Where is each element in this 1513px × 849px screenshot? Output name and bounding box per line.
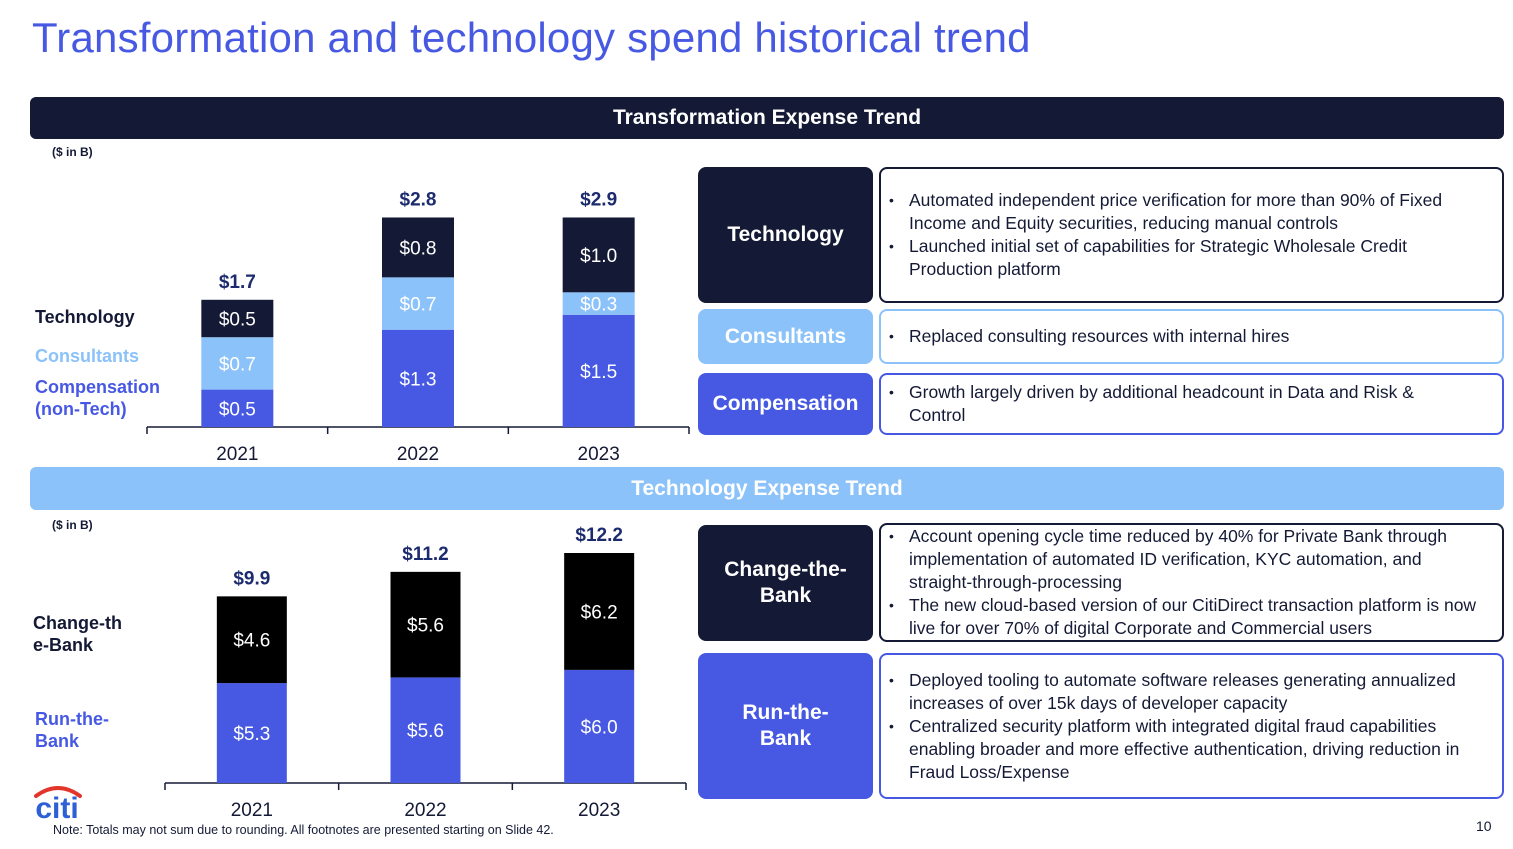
bar-segment-technology-2023: [562, 217, 635, 293]
total-label: $1.7: [219, 272, 256, 293]
segment-label: $4.6: [233, 631, 270, 652]
x-tick-label: 2022: [404, 800, 446, 821]
total-label: $2.9: [580, 189, 617, 210]
bar-segment-consultants-2021: [201, 337, 274, 390]
category-compensation: Compensation: [698, 373, 873, 435]
run-the-bank-description: Deployed tooling to automate software re…: [879, 653, 1504, 799]
segment-label: $5.6: [407, 721, 444, 742]
segment-label: $5.6: [407, 616, 444, 637]
segment-label: $1.0: [580, 246, 617, 267]
x-tick-label: 2021: [216, 444, 258, 465]
x-tick-label: 2023: [578, 800, 620, 821]
legend-change-the-bank: Change-the-Bank: [33, 612, 143, 656]
bullet-item: Growth largely driven by additional head…: [885, 381, 1475, 427]
change-the-bank-description: Account opening cycle time reduced by 40…: [879, 523, 1504, 642]
segment-label: $0.8: [400, 238, 437, 259]
segment-label: $0.3: [580, 295, 617, 316]
total-label: $11.2: [402, 544, 449, 565]
bar-segment-compensation-non-tech--2022: [382, 329, 454, 427]
footnote: Note: Totals may not sum due to rounding…: [53, 823, 554, 837]
bar-segment-change-the-bank-2022: [390, 571, 461, 678]
segment-label: $6.0: [581, 717, 618, 738]
category-run-the-bank: Run-the-Bank: [698, 653, 873, 799]
segment-label: $0.7: [219, 354, 256, 375]
segment-label: $0.5: [219, 399, 256, 420]
x-tick-label: 2023: [578, 444, 620, 465]
bar-segment-run-the-bank-2023: [564, 669, 635, 783]
bar-segment-consultants-2022: [382, 277, 454, 330]
bar-segment-change-the-bank-2021: [216, 596, 287, 684]
transformation-expense-chart: $0.5 $0.7 $0.5 $1.7 2021 $1.3 $0.7 $0.8 $2.8 2022…: [146, 189, 690, 465]
transformation-units-label: ($ in B): [52, 145, 93, 159]
category-change-the-bank: Change-the-Bank: [698, 525, 873, 641]
segment-label: $1.5: [580, 362, 617, 383]
bullet-item: Automated independent price verification…: [885, 189, 1488, 235]
legend-run-the-bank: Run-the-Bank: [35, 708, 145, 752]
x-tick-label: 2021: [231, 800, 273, 821]
bullet-item: Account opening cycle time reduced by 40…: [885, 525, 1488, 594]
legend-compensation: Compensation (non-Tech): [35, 377, 161, 419]
consultants-description: Replaced consulting resources with inter…: [879, 309, 1504, 364]
compensation-description: Growth largely driven by additional head…: [879, 373, 1504, 435]
bar-segment-consultants-2023: [562, 292, 635, 315]
bar-segment-compensation-non-tech--2023: [562, 314, 635, 427]
segment-label: $0.5: [219, 310, 256, 331]
citi-logo: citi: [34, 786, 82, 822]
legend-run-the-bank-label: Run-the-Bank: [35, 709, 109, 751]
bar-segment-run-the-bank-2022: [390, 677, 461, 783]
legend-technology: Technology: [35, 307, 135, 327]
segment-label: $1.3: [400, 369, 437, 390]
bullet-item: Centralized security platform with integ…: [885, 715, 1488, 784]
total-label: $9.9: [233, 568, 270, 589]
x-tick-label: 2022: [397, 444, 439, 465]
bullet-item: Deployed tooling to automate software re…: [885, 669, 1488, 715]
technology-units-label: ($ in B): [52, 518, 93, 532]
segment-label: $5.3: [233, 724, 270, 745]
bar-segment-technology-2021: [201, 299, 274, 338]
page-title: Transformation and technology spend hist…: [32, 14, 1031, 61]
technology-description: Automated independent price verification…: [879, 167, 1504, 303]
bar-segment-run-the-bank-2021: [216, 683, 287, 783]
legend-change-the-bank-label: Change-the-Bank: [33, 613, 122, 655]
legend-consultants: Consultants: [35, 346, 140, 366]
svg-text:citi: citi: [35, 792, 78, 822]
category-consultants: Consultants: [698, 309, 873, 364]
total-label: $2.8: [400, 189, 437, 210]
transformation-section-header: Transformation Expense Trend: [30, 97, 1504, 139]
segment-label: $0.7: [400, 295, 437, 316]
bar-segment-compensation-non-tech--2021: [201, 389, 274, 427]
category-technology: Technology: [698, 167, 873, 303]
bar-segment-technology-2022: [382, 217, 454, 278]
total-label: $12.2: [575, 525, 623, 546]
bullet-item: Replaced consulting resources with inter…: [885, 325, 1289, 348]
bullet-item: The new cloud-based version of our CitiD…: [885, 594, 1488, 640]
bar-segment-change-the-bank-2023: [564, 553, 635, 670]
technology-section-header: Technology Expense Trend: [30, 467, 1504, 510]
bullet-item: Launched initial set of capabilities for…: [885, 235, 1488, 281]
segment-label: $6.2: [581, 602, 618, 623]
page-number: 10: [1476, 818, 1492, 834]
technology-expense-chart: $5.3 $4.6 $9.9 2021 $5.6 $5.6 $11.2 2022 $6.0 $6.…: [164, 525, 687, 821]
